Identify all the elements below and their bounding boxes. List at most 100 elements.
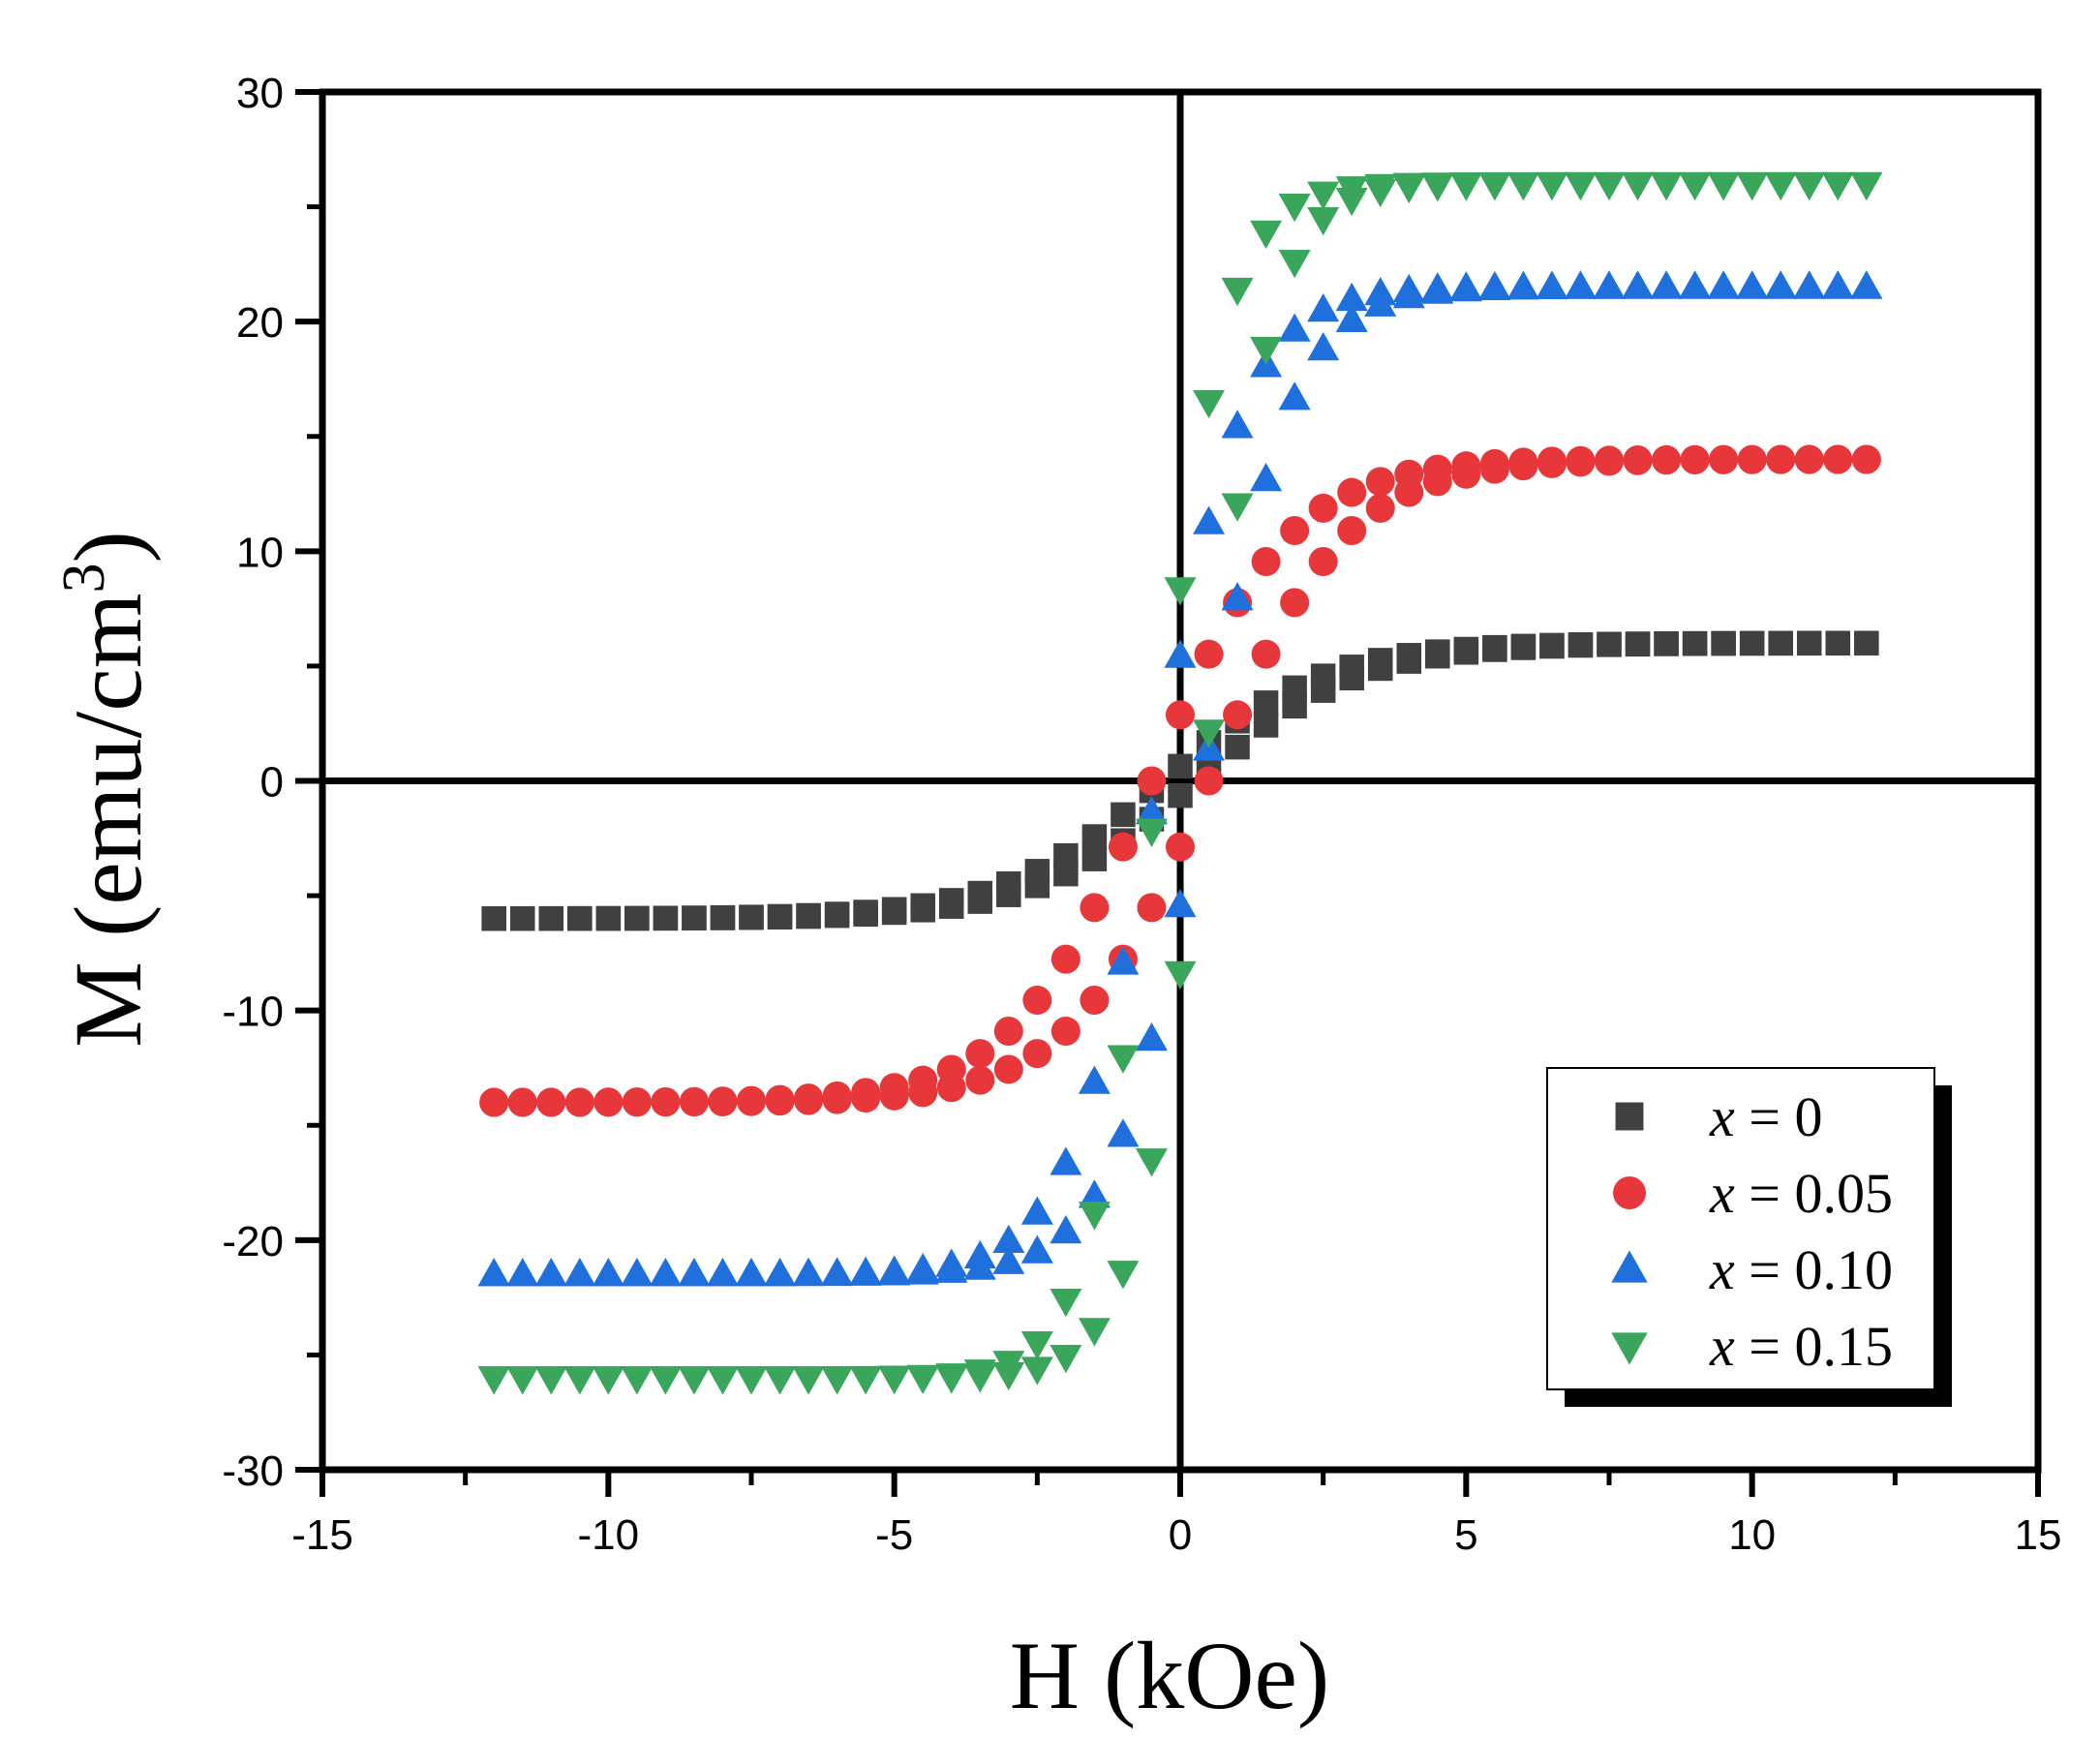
- data-point: [706, 1366, 739, 1395]
- data-point: [735, 1258, 768, 1287]
- data-point: [1365, 493, 1395, 523]
- data-point: [1080, 986, 1110, 1016]
- data-point: [906, 1365, 939, 1395]
- legend-label-eq: =: [1735, 1315, 1795, 1378]
- data-point: [1078, 1179, 1111, 1208]
- data-point: [678, 1366, 711, 1395]
- data-point: [1623, 445, 1653, 475]
- data-point: [1823, 444, 1853, 474]
- data-point: [1564, 171, 1597, 201]
- data-point: [678, 1258, 711, 1287]
- data-point: [679, 1087, 709, 1117]
- data-point: [592, 1258, 624, 1287]
- data-point: [1421, 173, 1454, 202]
- data-point: [936, 1073, 966, 1103]
- data-point: [1680, 445, 1710, 475]
- legend-label-var: x: [1709, 1315, 1735, 1378]
- data-point: [993, 1017, 1023, 1047]
- data-point: [1739, 630, 1765, 656]
- data-point: [1478, 172, 1511, 201]
- data-point: [938, 894, 964, 919]
- data-point: [1339, 665, 1364, 691]
- y-tick-label: 30: [236, 70, 284, 117]
- data-point: [792, 1258, 825, 1287]
- data-point: [1764, 171, 1797, 201]
- data-point: [1793, 270, 1826, 299]
- data-point: [1022, 986, 1052, 1016]
- data-point: [1135, 1148, 1168, 1177]
- data-point: [965, 1065, 995, 1095]
- data-point: [1737, 444, 1767, 474]
- series-2: [477, 270, 1883, 1287]
- legend: x = 0x = 0.05x = 0.10x = 0.15: [1546, 1067, 1952, 1407]
- data-point: [710, 905, 736, 930]
- legend-box: [1546, 1067, 1935, 1390]
- data-point: [1253, 690, 1279, 716]
- data-point: [1081, 846, 1108, 871]
- data-point: [538, 905, 564, 931]
- data-point: [1223, 700, 1253, 730]
- data-point: [878, 1365, 911, 1395]
- data-point: [1193, 505, 1226, 534]
- data-point: [506, 1366, 539, 1395]
- data-point: [1307, 207, 1340, 236]
- data-point: [1850, 171, 1883, 201]
- data-point: [1392, 174, 1425, 204]
- data-point: [1711, 630, 1736, 656]
- data-point: [1253, 713, 1279, 738]
- data-point: [1539, 633, 1565, 659]
- data-point: [1597, 632, 1622, 657]
- data-point: [1593, 171, 1626, 201]
- x-tick-label: 15: [2015, 1511, 2062, 1559]
- data-point: [996, 882, 1021, 907]
- data-point: [1251, 639, 1281, 669]
- data-point: [534, 1258, 567, 1287]
- data-point: [506, 1258, 539, 1287]
- data-point: [1024, 873, 1050, 899]
- data-point: [1050, 944, 1080, 974]
- data-point: [1050, 1215, 1082, 1244]
- y-tick-label: 10: [236, 529, 284, 576]
- data-point: [967, 889, 993, 914]
- data-point: [1050, 1344, 1082, 1374]
- data-point: [1425, 643, 1450, 669]
- data-point: [1478, 271, 1511, 301]
- data-point: [881, 899, 907, 926]
- legend-label-value: 0.05: [1794, 1162, 1893, 1225]
- legend-marker: [1615, 1102, 1644, 1131]
- data-point: [1137, 766, 1167, 796]
- data-point: [1764, 270, 1797, 299]
- data-point: [1793, 171, 1826, 201]
- legend-label-value: 0: [1794, 1085, 1822, 1148]
- data-point: [1194, 766, 1224, 796]
- data-point: [624, 905, 650, 931]
- data-point: [1135, 818, 1168, 848]
- data-point: [1307, 292, 1340, 322]
- data-point: [1736, 270, 1769, 299]
- data-point: [1280, 515, 1310, 545]
- data-point: [1225, 734, 1250, 760]
- data-point: [965, 1039, 995, 1069]
- data-point: [1451, 459, 1481, 489]
- data-point: [764, 1258, 797, 1287]
- legend-label: x = 0.15: [1709, 1315, 1893, 1378]
- data-point: [992, 1245, 1025, 1274]
- data-point: [1650, 171, 1683, 201]
- data-point: [1282, 693, 1307, 719]
- data-point: [1337, 477, 1367, 507]
- data-point: [1566, 447, 1596, 477]
- data-point: [739, 904, 764, 930]
- data-point: [621, 1366, 654, 1395]
- data-point: [1221, 410, 1254, 439]
- data-point: [1053, 861, 1079, 887]
- data-point: [1280, 588, 1310, 618]
- data-point: [853, 901, 878, 928]
- data-point: [1278, 313, 1311, 342]
- data-point: [1796, 630, 1822, 656]
- data-point: [1193, 389, 1226, 419]
- y-axis-title: M (emu/cm3): [51, 531, 162, 1048]
- data-point: [1364, 178, 1397, 208]
- data-point: [1168, 753, 1193, 779]
- legend-marker: [1613, 1176, 1646, 1209]
